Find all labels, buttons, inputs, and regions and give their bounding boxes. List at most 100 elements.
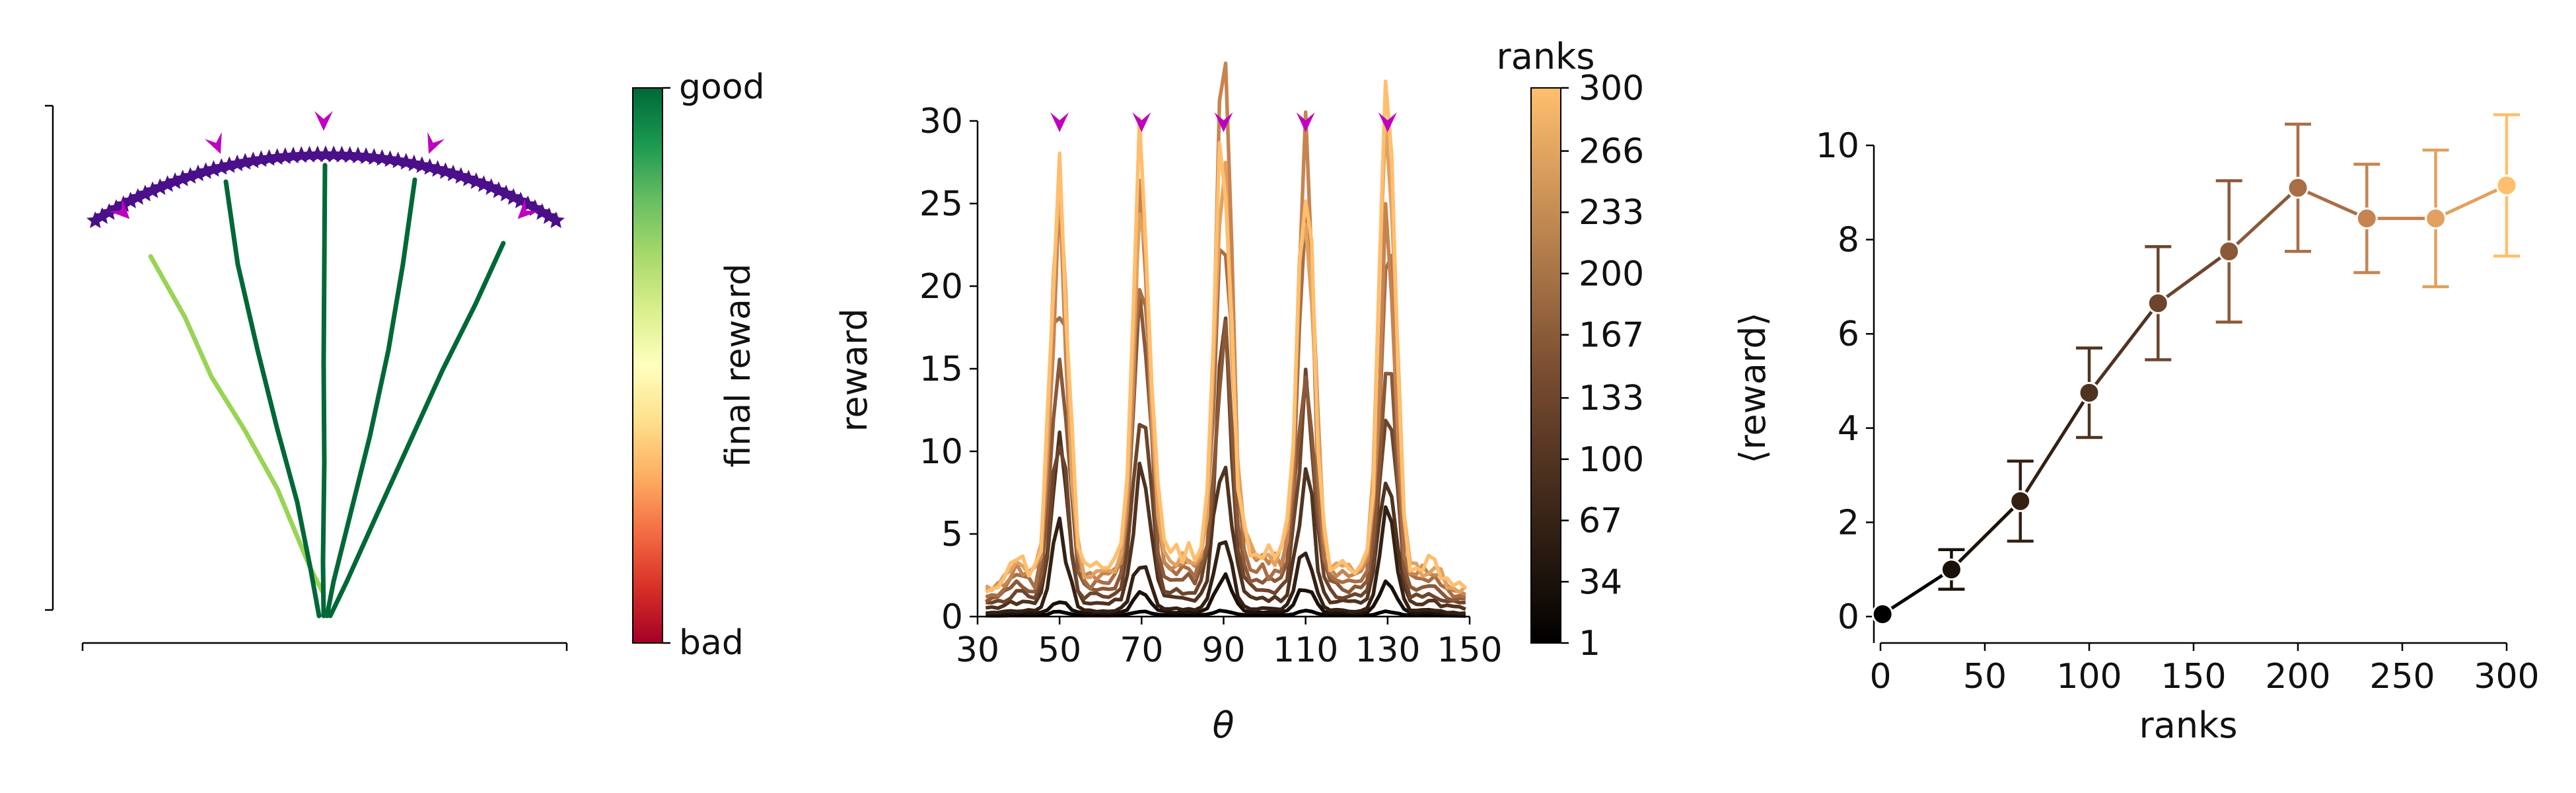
target-marker: [1296, 112, 1315, 132]
trajectory-lines: [148, 163, 506, 619]
mean-line-segment: [2435, 184, 2508, 220]
target-marker: [1378, 112, 1397, 132]
x-tick-label: 150: [1437, 630, 1502, 670]
reward-series-34: [985, 572, 1466, 617]
target-arrow-markers: [109, 111, 538, 219]
trajectory-line: [148, 254, 325, 594]
data-point: [2495, 174, 2518, 197]
trajectory-line: [320, 163, 328, 619]
reward-series-67: [985, 505, 1466, 616]
x-tick-label: 250: [2369, 657, 2435, 697]
y-tick-label: 2: [1838, 503, 1859, 543]
data-point: [1871, 603, 1894, 625]
x-tick-label: 0: [1869, 657, 1891, 697]
mean-line-segment: [2157, 250, 2231, 305]
target-arrow-glyph: [427, 132, 445, 154]
target-arrow: [109, 198, 130, 219]
arc-star-marker: [129, 188, 147, 205]
panel-b-reward-vs-theta: 0 5 10 15 20 25 30 30 50 70 90 110 130 150 θ reward 1…: [834, 36, 1644, 746]
target-arrow: [517, 198, 538, 219]
reward-series-lines: [984, 61, 1467, 618]
y-tick-label: 4: [1838, 409, 1859, 449]
colorbar-tick-label: 133: [1579, 379, 1644, 418]
x-tick-label: 70: [1120, 630, 1163, 670]
data-point: [1940, 558, 1962, 581]
target-marker: [1132, 112, 1151, 132]
x-tick-label: 200: [2265, 657, 2330, 697]
x-tick-label: 100: [2056, 657, 2122, 697]
y-axis-label: reward: [834, 308, 875, 432]
colorbar-tick-label: 266: [1579, 132, 1644, 172]
target-arrow: [204, 132, 222, 154]
data-point: [2218, 240, 2240, 262]
colorbar-tick-label: 67: [1579, 502, 1622, 541]
mean-line-segment: [2088, 302, 2160, 394]
panel-a-trajectories: good bad final reward: [45, 67, 765, 663]
colorbar-tick-label: 300: [1579, 69, 1644, 108]
arc-star-marker: [100, 203, 118, 220]
target-arrow: [314, 111, 333, 131]
panel-b-axes: 0 5 10 15 20 25 30 30 50 70 90 110 130 150: [919, 102, 1503, 670]
x-tick-label: 50: [1038, 630, 1081, 670]
mean-reward-line: [1871, 113, 2520, 625]
ranks-colorbar: [1530, 87, 1561, 644]
target-arrow: [427, 132, 445, 154]
arc-star-marker: [122, 192, 139, 209]
arc-star-marker: [143, 181, 162, 198]
trajectory-line: [328, 241, 506, 619]
mean-line-segment: [1881, 568, 1952, 616]
target-arrow-glyph: [517, 198, 538, 219]
colorbar-tick-label: 233: [1579, 193, 1644, 233]
colorbar-tick-label: 1: [1579, 624, 1600, 663]
colorbar-tick-label: 167: [1579, 316, 1644, 356]
data-point: [2355, 208, 2378, 230]
mean-line-segment: [2297, 186, 2368, 220]
arc-star-marker: [93, 207, 112, 224]
panel-a-axes: [45, 104, 568, 651]
x-tick-label: 130: [1355, 630, 1420, 670]
arc-star-marker: [151, 178, 169, 195]
colorbar-label-bad: bad: [679, 623, 744, 663]
target-arrow-glyph: [314, 111, 333, 131]
y-tick-label: 6: [1838, 315, 1859, 354]
target-arrow-glyph: [204, 132, 222, 154]
final-reward-colorbar: [632, 87, 663, 644]
arc-star-marker: [136, 184, 155, 202]
mean-line-segment: [1950, 500, 2022, 571]
x-axis-label: ranks: [2139, 704, 2238, 746]
ranks-colorbar-title: ranks: [1497, 36, 1595, 77]
arc-star-marker: [159, 175, 176, 192]
reward-series-300: [985, 79, 1467, 594]
colorbar-tick-label: 100: [1579, 440, 1644, 480]
target-markers: [1050, 112, 1397, 132]
mean-line-segment: [2228, 186, 2299, 253]
x-axis-label: θ: [1212, 704, 1234, 746]
y-tick-label: 30: [919, 102, 963, 141]
y-tick-label: 5: [941, 515, 963, 554]
mean-line-segment: [2019, 391, 2091, 502]
x-tick-label: 300: [2474, 657, 2539, 697]
colorbar-tick-label: 200: [1579, 254, 1644, 294]
target-marker: [1050, 112, 1069, 132]
data-point: [2009, 490, 2032, 512]
colorbar-tick-label: 34: [1579, 562, 1622, 602]
arc-star-marker: [547, 211, 565, 229]
colorbar-label-good: good: [679, 67, 765, 107]
data-point: [2287, 176, 2309, 199]
x-tick-label: 110: [1273, 630, 1338, 670]
colorbar-title-final-reward: final reward: [719, 264, 758, 468]
target-arrow-glyph: [109, 198, 130, 219]
x-tick-label: 90: [1201, 630, 1245, 670]
y-tick-label: 10: [919, 432, 963, 472]
target-marker: [1214, 112, 1233, 132]
y-tick-label: 10: [1816, 126, 1859, 166]
y-tick-label: 0: [1838, 597, 1859, 637]
y-tick-label: 25: [919, 184, 963, 224]
data-point: [2147, 292, 2169, 315]
y-tick-label: 15: [919, 350, 963, 389]
trajectory-line: [223, 179, 322, 619]
reward-series-1: [985, 609, 1466, 618]
